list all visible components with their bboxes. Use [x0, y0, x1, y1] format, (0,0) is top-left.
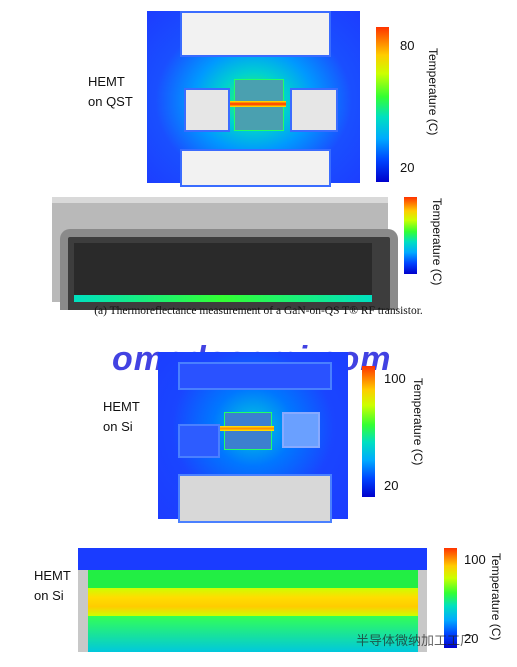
device-label-si: HEMT on Si: [103, 397, 140, 437]
pad-bottom-si: [178, 474, 332, 523]
strip-si-top: [78, 548, 427, 570]
colorbar-c: [444, 548, 457, 648]
colorbar-a-title: Temperature (C): [426, 48, 440, 136]
device-label-si-strip: HEMT on Si: [34, 566, 71, 606]
strip-si-hot-band: [88, 588, 418, 616]
colorbar-a-top-tick: 80: [400, 38, 415, 53]
device-label-line2: on Si: [34, 588, 64, 603]
colorbar-c-bottom-tick: 20: [464, 631, 479, 646]
pad-left: [184, 88, 230, 132]
hotspot-line: [230, 101, 286, 107]
pad-bottom: [180, 149, 331, 187]
device-label-line1: HEMT: [103, 399, 140, 414]
watermark-footer: 半导体微纳加工工厂: [356, 634, 474, 649]
strip-texture: [74, 243, 372, 302]
strip-si-green-band: [88, 570, 418, 588]
colorbar-b: [362, 366, 375, 497]
pad-top: [180, 11, 331, 57]
colorbar-strip-title: Temperature (C): [430, 198, 444, 286]
device-label-qst: HEMT on QST: [88, 72, 133, 112]
colorbar-c-title: Temperature (C): [489, 553, 503, 641]
colorbar-b-bottom-tick: 20: [384, 478, 399, 493]
pad-right: [290, 88, 338, 132]
colorbar-b-title: Temperature (C): [411, 378, 425, 466]
colorbar-a-bottom-tick: 20: [400, 160, 415, 175]
colorbar-a: [376, 27, 389, 182]
thermal-map-si: [158, 352, 348, 523]
strip-si-bottom: [88, 616, 418, 652]
device-label-line1: HEMT: [88, 74, 125, 89]
colorbar-strip: [404, 197, 417, 274]
device-label-line1: HEMT: [34, 568, 71, 583]
pad-left-si: [178, 424, 220, 458]
strip-bottom-glow: [74, 295, 372, 302]
figure-caption-a: (a) Thermoreflectance measurement of a G…: [94, 305, 423, 317]
pad-top-si: [178, 362, 332, 390]
thermal-strip-qst: [52, 197, 398, 310]
colorbar-b-top-tick: 100: [384, 371, 406, 386]
thermal-map-qst: [147, 11, 360, 187]
device-label-line2: on QST: [88, 94, 133, 109]
hotspot-line-si: [220, 426, 274, 431]
colorbar-c-top-tick: 100: [464, 552, 486, 567]
thermal-strip-si: [78, 548, 427, 652]
pad-right-si: [282, 412, 320, 448]
gate-region-si: [224, 412, 272, 450]
device-label-line2: on Si: [103, 419, 133, 434]
